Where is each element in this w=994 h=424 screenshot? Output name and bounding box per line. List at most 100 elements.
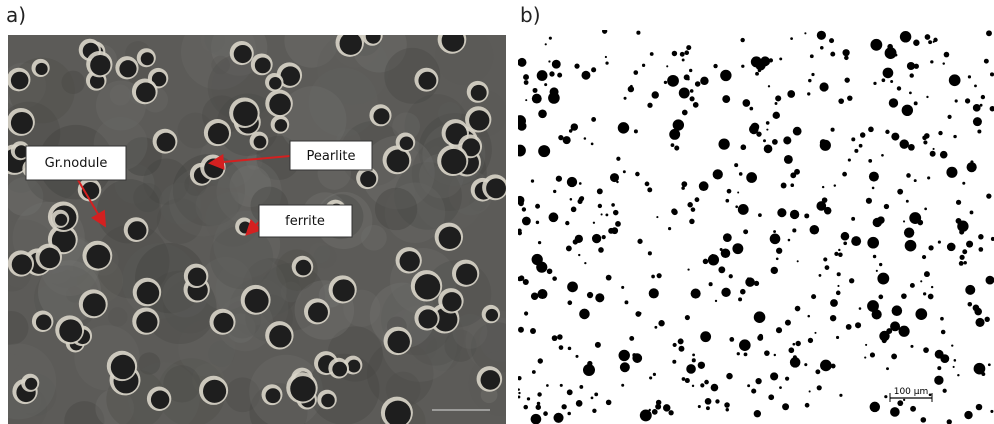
nodule — [535, 204, 540, 209]
nodule — [634, 129, 638, 133]
nodule — [636, 31, 640, 35]
nodule — [817, 385, 822, 390]
nodule — [557, 334, 562, 339]
nodule — [959, 230, 964, 235]
nodule — [924, 208, 927, 211]
nodule — [814, 332, 816, 334]
nodule — [573, 239, 578, 244]
nodule — [567, 281, 578, 292]
nodule — [785, 377, 789, 381]
graphite-nodule — [269, 325, 291, 347]
nodule — [768, 85, 770, 87]
nodule — [595, 342, 601, 348]
nodule — [940, 317, 944, 321]
nodule — [732, 243, 743, 254]
graphite-nodule — [254, 136, 267, 149]
nodule — [903, 220, 905, 222]
nodule — [726, 408, 729, 411]
nodule — [538, 109, 547, 118]
nodule — [830, 52, 835, 57]
texture — [314, 245, 337, 268]
graphite-nodule — [418, 309, 437, 328]
nodule — [613, 210, 619, 216]
graphite-nodule — [415, 274, 440, 299]
nodule — [621, 286, 624, 289]
nodule — [867, 237, 879, 249]
nodule — [645, 412, 651, 418]
nodule — [517, 276, 522, 281]
nodule — [518, 388, 520, 390]
graphite-nodule — [296, 260, 312, 276]
nodule — [715, 300, 717, 302]
nodule — [567, 300, 572, 305]
nodule — [870, 352, 875, 357]
nodule — [537, 289, 547, 299]
graphite-nodule — [348, 360, 361, 373]
graphite-nodule — [12, 254, 32, 274]
nodule — [536, 405, 541, 410]
nodule — [560, 384, 563, 387]
nodule — [849, 278, 854, 283]
nodule — [561, 404, 566, 409]
nodule — [920, 280, 922, 282]
nodule — [889, 98, 898, 107]
nodule — [788, 239, 791, 242]
nodule — [910, 283, 915, 288]
graphite-nodule — [290, 376, 315, 401]
nodule — [959, 261, 964, 266]
nodule — [663, 404, 670, 411]
graphite-nodule — [469, 110, 489, 130]
nodule — [773, 230, 776, 233]
nodule — [595, 293, 604, 302]
nodule — [924, 133, 930, 139]
nodule — [882, 338, 887, 343]
nodule — [897, 400, 903, 406]
nodule — [855, 322, 861, 328]
graphite-nodule — [188, 268, 206, 286]
nodule — [679, 346, 685, 352]
nodule — [986, 194, 991, 199]
nodule — [544, 83, 547, 86]
nodule — [834, 184, 836, 186]
nodule — [927, 176, 930, 179]
nodule — [921, 417, 927, 423]
nodule — [775, 95, 781, 101]
graphite-nodule — [25, 378, 37, 390]
graphite-nodule — [11, 72, 29, 90]
nodule — [523, 405, 528, 410]
nodule — [531, 179, 534, 182]
nodule — [618, 122, 629, 133]
nodule — [648, 251, 652, 255]
nodule — [744, 352, 748, 356]
nodule — [820, 46, 824, 50]
nodule — [929, 393, 932, 396]
nodule — [906, 200, 909, 203]
nodule — [941, 330, 946, 335]
nodule — [574, 64, 579, 69]
nodule — [891, 353, 897, 359]
nodule — [578, 254, 580, 256]
nodule — [938, 131, 942, 135]
nodule — [742, 99, 750, 107]
nodule — [788, 347, 794, 353]
nodule — [772, 139, 778, 145]
nodule — [820, 360, 832, 372]
nodule — [876, 270, 878, 272]
nodule — [790, 357, 801, 368]
nodule — [868, 159, 872, 163]
nodule — [718, 138, 729, 149]
nodule — [973, 117, 982, 126]
nodule — [654, 326, 657, 329]
nodule — [591, 396, 594, 399]
nodule — [672, 209, 678, 215]
nodule — [664, 81, 667, 84]
nodule — [579, 385, 583, 389]
nodule — [764, 145, 773, 154]
nodule — [656, 216, 658, 218]
nodule — [974, 363, 986, 375]
nodule — [625, 300, 629, 304]
graphite-nodule — [11, 112, 33, 134]
nodule — [884, 395, 887, 398]
nodule — [615, 221, 621, 227]
nodule — [672, 360, 676, 364]
